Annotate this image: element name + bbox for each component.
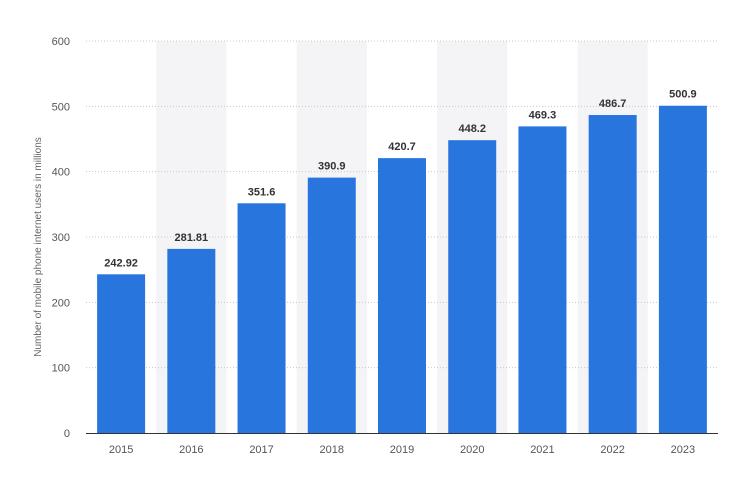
y-tick-label-0: 0 — [64, 428, 70, 440]
x-tick-label-2020: 2020 — [460, 444, 484, 456]
x-tick-label-2022: 2022 — [600, 444, 624, 456]
bars — [97, 105, 707, 434]
data-label-2020: 448.2 — [458, 123, 486, 135]
y-tick-label-100: 100 — [52, 363, 70, 375]
bar-2017 — [237, 203, 286, 433]
bar-2020 — [448, 140, 497, 433]
data-label-2019: 420.7 — [388, 141, 416, 153]
y-tick-label-500: 500 — [52, 101, 70, 113]
x-tick-label-2017: 2017 — [249, 444, 273, 456]
y-tick-label-300: 300 — [52, 232, 70, 244]
data-label-2017: 351.6 — [248, 186, 276, 198]
y-tick-label-600: 600 — [52, 36, 70, 48]
data-label-2018: 390.9 — [318, 161, 346, 173]
data-label-2022: 486.7 — [599, 98, 627, 110]
bar-2019 — [378, 158, 426, 433]
x-tick-label-2016: 2016 — [179, 444, 203, 456]
y-tick-label-400: 400 — [52, 167, 70, 179]
x-tick-label-2023: 2023 — [671, 444, 695, 456]
bar-2023 — [658, 105, 707, 433]
data-label-2023: 500.9 — [669, 89, 697, 101]
data-labels: 242.92 281.81 351.6 390.9 420.7 448.2 469.3 486… — [104, 89, 696, 270]
y-axis-ticks: 0 100 200 300 400 500 600 — [52, 36, 70, 440]
x-tick-label-2021: 2021 — [530, 444, 554, 456]
y-tick-label-200: 200 — [52, 297, 70, 309]
bar-2016 — [167, 248, 216, 433]
data-label-2015: 242.92 — [104, 257, 138, 269]
data-label-2021: 469.3 — [529, 109, 557, 121]
x-tick-label-2018: 2018 — [320, 444, 344, 456]
bar-2022 — [588, 115, 637, 433]
x-tick-label-2019: 2019 — [390, 444, 414, 456]
x-tick-label-2015: 2015 — [109, 444, 133, 456]
bar-2021 — [518, 126, 567, 434]
x-axis-ticks: 2015 2016 2017 2018 2019 2020 2021 2022 2023 — [109, 444, 695, 456]
bar-2015 — [97, 274, 146, 433]
y-axis-title: Number of mobile phone internet users in… — [33, 137, 44, 357]
data-label-2016: 281.81 — [175, 232, 209, 244]
bar-2018 — [307, 177, 356, 433]
